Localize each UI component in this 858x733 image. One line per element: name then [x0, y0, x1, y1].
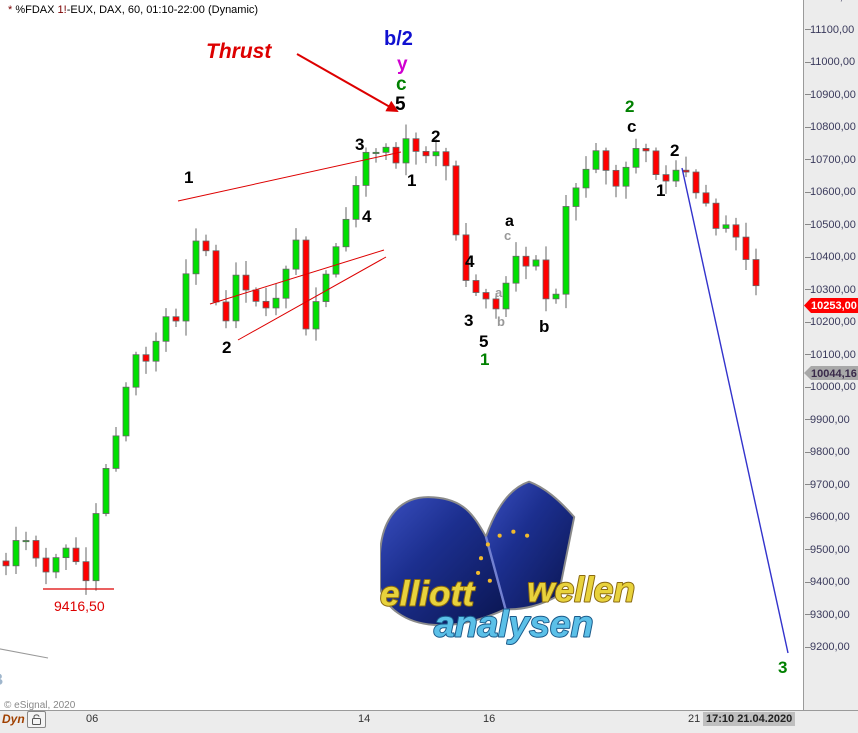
svg-text:analysen: analysen — [434, 603, 593, 645]
